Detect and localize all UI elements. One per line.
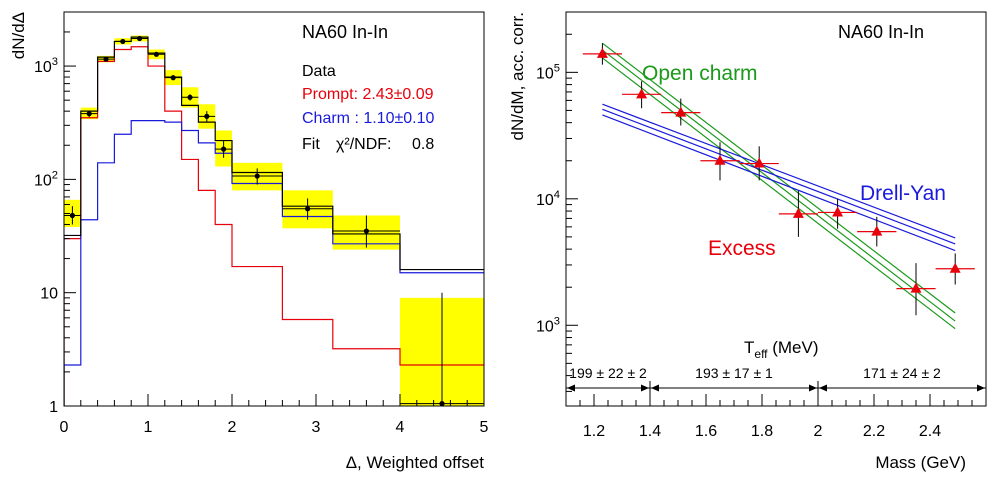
right-chart: 1.2 1.4 1.6 1.8 2 2.2 2.4 103 104 105 Mass (GeV) dN… bbox=[508, 12, 986, 472]
teff-range-value: 199 ± 22 ± 2 bbox=[569, 365, 647, 381]
legend-prompt: Prompt: 2.43±0.09 bbox=[302, 86, 434, 103]
data-point-marker bbox=[70, 213, 75, 218]
x-tick-label: 2.4 bbox=[919, 423, 941, 440]
teff-range-2: 193 ± 17 ± 1 bbox=[650, 365, 818, 392]
x-tick-label: 2.2 bbox=[863, 423, 885, 440]
legend-chi2: χ²/NDF: bbox=[336, 136, 392, 153]
legend-charm: Charm : 1.10±0.10 bbox=[302, 110, 435, 127]
right-y-axis-label: dN/dM, acc. corr. bbox=[508, 12, 527, 140]
left-y-axis-label: dN/dΔ bbox=[9, 12, 28, 59]
x-tick-label: 4 bbox=[396, 419, 405, 436]
legend-fit: Fit bbox=[302, 136, 320, 153]
data-point-marker bbox=[187, 95, 192, 100]
data-point-marker bbox=[221, 147, 226, 152]
teff-range-arrow-right bbox=[977, 385, 985, 392]
excess-point-8 bbox=[896, 263, 935, 315]
annotation-excess: Excess bbox=[708, 237, 776, 260]
x-tick-label: 1.6 bbox=[695, 423, 717, 440]
teff-range-1: 199 ± 22 ± 2 bbox=[566, 365, 650, 392]
y-tick-label: 104 bbox=[536, 189, 560, 209]
data-point-marker bbox=[137, 36, 142, 41]
teff-range-arrow-right bbox=[641, 385, 649, 392]
right-annotations: Open charm Drell-Yan Excess Teff (MeV) bbox=[642, 62, 946, 361]
right-chart-title: NA60 In-In bbox=[838, 22, 924, 42]
teff-range-arrow-right bbox=[809, 385, 817, 392]
teff-range-value: 193 ± 17 ± 1 bbox=[695, 365, 773, 381]
annotation-open-charm: Open charm bbox=[642, 62, 758, 85]
data-point-marker bbox=[204, 114, 209, 119]
excess-point-9 bbox=[936, 253, 975, 284]
y-tick-label: 103 bbox=[34, 56, 58, 76]
teff-range-arrow-left bbox=[819, 385, 827, 392]
x-tick-label: 3 bbox=[312, 419, 321, 436]
left-y-ticks: 1 10 102 103 bbox=[34, 32, 76, 416]
band-drell_yan-line-1 bbox=[602, 109, 955, 244]
excess-point-marker bbox=[832, 206, 843, 216]
y-tick-label: 102 bbox=[34, 169, 58, 189]
data-point-marker bbox=[120, 39, 125, 44]
x-tick-label: 2 bbox=[814, 423, 823, 440]
y-tick-label: 105 bbox=[536, 62, 560, 82]
data-point-marker bbox=[364, 228, 369, 233]
excess-point-3 bbox=[700, 142, 739, 180]
x-tick-label: 2 bbox=[228, 419, 237, 436]
x-tick-label: 1.4 bbox=[639, 423, 661, 440]
data-point-marker bbox=[305, 206, 310, 211]
excess-point-marker bbox=[871, 226, 882, 236]
y-tick-label: 10 bbox=[40, 286, 58, 303]
data-point-marker bbox=[103, 57, 108, 62]
left-x-axis-label: Δ, Weighted offset bbox=[346, 453, 485, 472]
legend-chi2-value: 0.8 bbox=[412, 136, 434, 153]
excess-point-0 bbox=[583, 43, 622, 64]
teff-range-arrow-left bbox=[567, 385, 575, 392]
excess-point-4 bbox=[740, 146, 779, 180]
x-tick-label: 0 bbox=[60, 419, 69, 436]
right-x-axis-label: Mass (GeV) bbox=[875, 453, 966, 472]
annotation-drell-yan: Drell-Yan bbox=[860, 182, 946, 205]
right-x-ticks: 1.2 1.4 1.6 1.8 2 2.2 2.4 bbox=[566, 394, 986, 440]
excess-point-marker bbox=[950, 263, 961, 273]
excess-point-1 bbox=[622, 81, 661, 108]
data-point-marker bbox=[87, 111, 92, 116]
data-point-marker bbox=[171, 75, 176, 80]
band-drell_yan-line-0 bbox=[602, 104, 955, 238]
excess-point-marker bbox=[636, 88, 647, 98]
teff-label: Teff (MeV) bbox=[744, 338, 819, 361]
data-point-marker bbox=[439, 401, 444, 406]
x-tick-label: 1 bbox=[144, 419, 153, 436]
teff-range-arrow-left bbox=[651, 385, 659, 392]
x-tick-label: 1.8 bbox=[751, 423, 773, 440]
teff-range-value: 171 ± 24 ± 2 bbox=[863, 365, 941, 381]
excess-point-marker bbox=[793, 208, 804, 218]
teff-ranges: 199 ± 22 ± 2 193 ± 17 ± 1 171 ± 24 ± 2 bbox=[566, 365, 986, 395]
left-legend: Data Prompt: 2.43±0.09 Charm : 1.10±0.10 Fi… bbox=[302, 63, 435, 153]
y-tick-label: 103 bbox=[536, 315, 560, 335]
excess-point-6 bbox=[818, 199, 857, 229]
x-tick-label: 1.2 bbox=[583, 423, 605, 440]
y-tick-label: 1 bbox=[49, 399, 58, 416]
data-point-marker bbox=[255, 173, 260, 178]
teff-range-3: 171 ± 24 ± 2 bbox=[818, 365, 986, 392]
legend-data: Data bbox=[302, 63, 336, 80]
left-chart-title: NA60 In-In bbox=[302, 22, 388, 42]
x-tick-label: 5 bbox=[480, 419, 489, 436]
right-y-ticks: 103 104 105 bbox=[536, 34, 578, 391]
excess-point-marker bbox=[675, 107, 686, 117]
data-point-marker bbox=[154, 52, 159, 57]
